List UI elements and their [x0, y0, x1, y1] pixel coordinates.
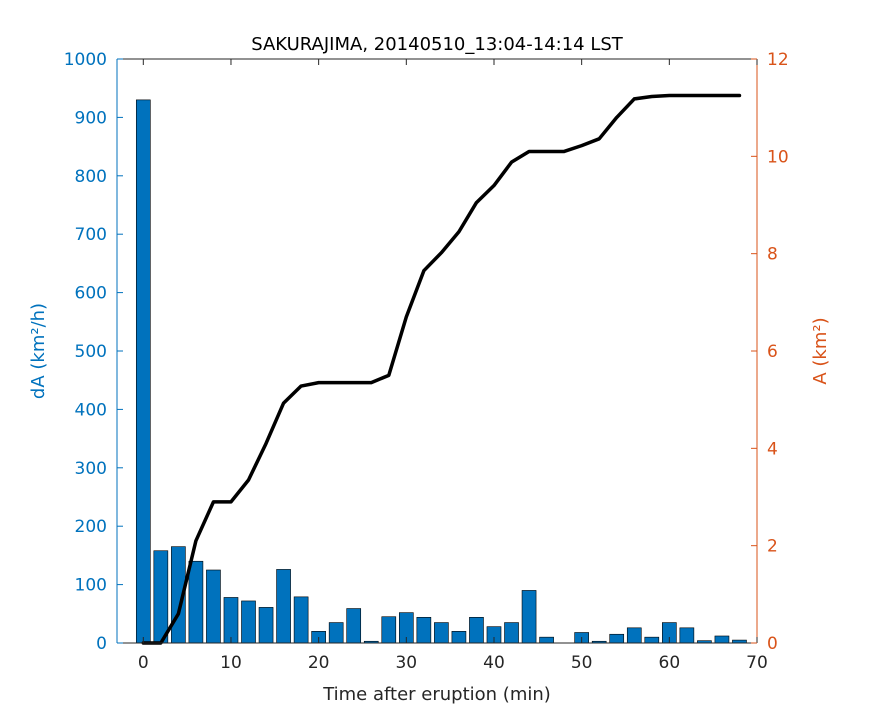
x-axis-title: Time after eruption (min)	[322, 684, 551, 705]
bar	[416, 616, 432, 644]
bar	[188, 560, 204, 644]
bar	[539, 636, 554, 644]
x-tick-label: 70	[746, 653, 768, 673]
bar	[644, 636, 660, 644]
bar	[679, 627, 695, 644]
bar	[276, 569, 291, 644]
y-left-tick-label: 900	[75, 108, 107, 128]
x-tick-label: 0	[138, 653, 149, 673]
y-left-tick-label: 500	[75, 342, 107, 362]
x-tick-label: 30	[395, 653, 417, 673]
bar	[451, 631, 467, 644]
y-left-tick-label: 700	[75, 225, 107, 245]
y-left-tick-label: 0	[96, 634, 107, 654]
bar	[504, 622, 519, 644]
bar	[241, 600, 256, 644]
bar	[714, 635, 730, 644]
bar	[328, 622, 344, 644]
bar	[153, 550, 169, 644]
y-left-tick-label: 200	[75, 517, 107, 537]
y-right-tick-label: 12	[767, 50, 789, 70]
bar	[434, 622, 449, 644]
bar	[135, 99, 151, 644]
y-left-tick-label: 800	[75, 167, 107, 187]
y-right-tick-label: 6	[767, 342, 778, 362]
y-right-tick-label: 4	[767, 439, 778, 459]
y-left-tick-label: 300	[75, 459, 107, 479]
x-tick-label: 50	[571, 653, 593, 673]
bar	[381, 616, 397, 644]
y-left-tick-label: 400	[75, 400, 107, 420]
bar	[469, 616, 484, 644]
bar	[626, 627, 642, 644]
x-tick-label: 40	[483, 653, 505, 673]
line-series	[141, 93, 742, 645]
bar	[258, 607, 274, 644]
y-right-tick-label: 0	[767, 634, 778, 654]
y-right-tick-label: 2	[767, 537, 778, 557]
axes	[116, 58, 758, 644]
cumulative-area-line	[141, 93, 742, 645]
tick-labels: 0 10 20 30 40 50 60 700100200300400500600700800…	[64, 50, 789, 673]
x-tick-label: 10	[220, 653, 242, 673]
plot-background	[117, 59, 757, 643]
chart-title: SAKURAJIMA, 20140510_13:04-14:14 LST	[251, 34, 624, 55]
bar	[223, 597, 239, 644]
bar-series	[135, 99, 747, 644]
x-tick-label: 60	[659, 653, 681, 673]
bar	[521, 590, 537, 644]
y-right-tick-label: 10	[767, 147, 789, 167]
bar	[346, 608, 362, 644]
bar	[609, 633, 625, 644]
y-right-axis-title: A (km²)	[810, 317, 831, 384]
y-right-tick-label: 8	[767, 245, 778, 265]
y-left-tick-label: 1000	[64, 50, 107, 70]
y-left-tick-label: 600	[75, 284, 107, 304]
x-tick-label: 20	[308, 653, 330, 673]
bar	[206, 569, 221, 644]
bar	[293, 596, 309, 644]
y-left-axis-title: dA (km²/h)	[28, 303, 49, 399]
y-left-tick-label: 100	[75, 576, 107, 596]
